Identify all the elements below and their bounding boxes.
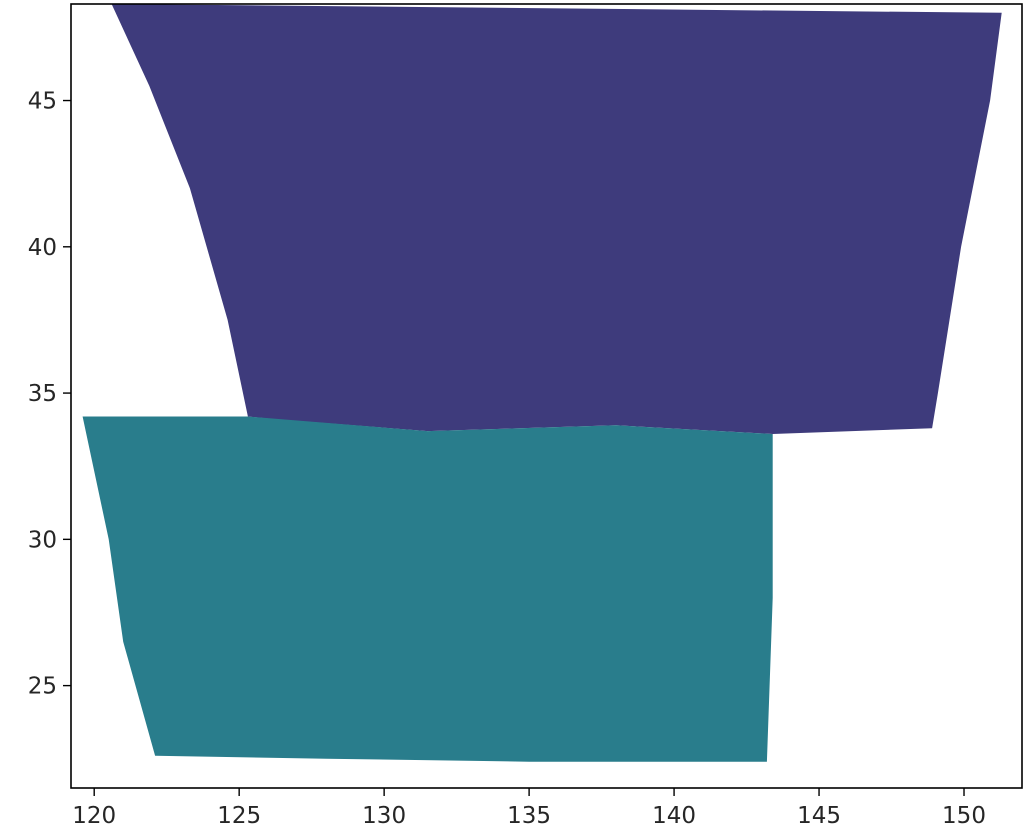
axes-layer: 120 125 130 135 140 145 150 25 30 35 40 45 bbox=[28, 3, 1023, 829]
y-tick-label: 45 bbox=[28, 89, 57, 115]
x-tick-label: 135 bbox=[507, 803, 551, 829]
swath-2 bbox=[82, 416, 773, 762]
x-tick-label: 125 bbox=[217, 803, 261, 829]
x-tick-label: 150 bbox=[942, 803, 986, 829]
swath-layer bbox=[82, 4, 1002, 762]
y-tick-label: 40 bbox=[28, 235, 57, 261]
x-tick-label: 130 bbox=[362, 803, 406, 829]
y-tick-label: 25 bbox=[28, 674, 57, 700]
y-tick-label: 35 bbox=[28, 381, 57, 407]
swath-1 bbox=[111, 4, 1002, 434]
x-tick-label: 145 bbox=[797, 803, 841, 829]
x-tick-label: 140 bbox=[652, 803, 696, 829]
axes-frame bbox=[70, 3, 1023, 789]
x-tick-label: 120 bbox=[72, 803, 116, 829]
y-tick-label: 30 bbox=[28, 527, 57, 553]
